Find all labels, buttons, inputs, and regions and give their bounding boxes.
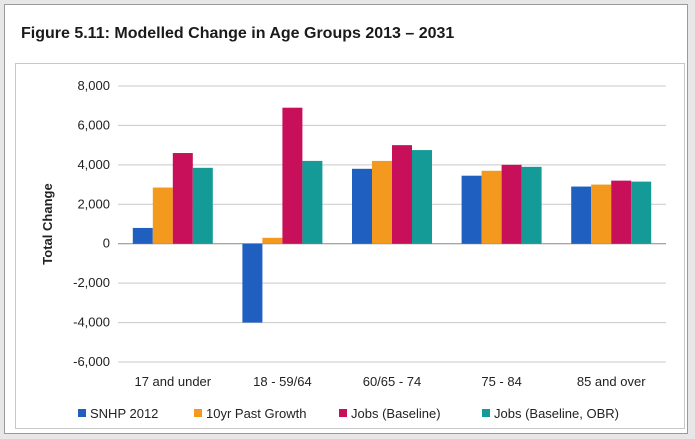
bar-jobs-baseline-obr — [521, 166, 542, 244]
bar-chart: 8,000 6,000 4,000 2,000 0 -2,000 -4,000 -6,000 T… — [40, 78, 666, 421]
bar-jobs-baseline-obr — [192, 167, 213, 244]
x-tick-label: 60/65 - 74 — [363, 374, 422, 389]
legend-label: 10yr Past Growth — [206, 406, 306, 421]
bar-snhp-2012 — [352, 168, 372, 244]
y-tick-label: 0 — [103, 236, 110, 251]
bar-snhp-2012 — [242, 243, 263, 323]
legend-swatch — [194, 409, 202, 417]
bar-jobs-baseline-obr — [631, 181, 652, 244]
bar-jobs-baseline-obr — [302, 160, 323, 244]
x-tick-label: 18 - 59/64 — [253, 374, 312, 389]
legend-label: Jobs (Baseline, OBR) — [494, 406, 619, 421]
bar-10yr-past-growth — [591, 184, 612, 244]
x-tick-label: 75 - 84 — [481, 374, 521, 389]
y-tick-label: 2,000 — [77, 196, 110, 211]
bar-10yr-past-growth — [372, 160, 392, 244]
bar-jobs-baseline — [501, 164, 522, 244]
y-tick-label: 4,000 — [77, 157, 110, 172]
bar-snhp-2012 — [132, 227, 153, 244]
legend-swatch — [78, 409, 86, 417]
bar-jobs-baseline — [172, 153, 193, 244]
legend-swatch — [482, 409, 490, 417]
bar-jobs-baseline-obr — [412, 150, 432, 244]
x-tick-label: 85 and over — [577, 374, 646, 389]
y-tick-label: -6,000 — [73, 354, 110, 369]
x-tick-label: 17 and under — [134, 374, 211, 389]
figure-title: Figure 5.11: Modelled Change in Age Grou… — [21, 25, 455, 42]
figure-frame: Figure 5.11: Modelled Change in Age Grou… — [4, 4, 688, 434]
y-tick-label: 6,000 — [77, 117, 110, 132]
chart-area: 8,000 6,000 4,000 2,000 0 -2,000 -4,000 -6,000 T… — [15, 63, 685, 429]
bar-jobs-baseline — [611, 180, 632, 244]
bar-jobs-baseline — [282, 107, 303, 244]
y-tick-label: -2,000 — [73, 275, 110, 290]
bar-10yr-past-growth — [481, 170, 502, 244]
bar-snhp-2012 — [461, 175, 482, 244]
legend-swatch — [339, 409, 347, 417]
y-tick-label: 8,000 — [77, 78, 110, 93]
bar-jobs-baseline — [392, 145, 412, 244]
legend-label: Jobs (Baseline) — [351, 406, 441, 421]
bar-10yr-past-growth — [152, 187, 173, 244]
y-axis-title: Total Change — [40, 183, 55, 264]
bar-10yr-past-growth — [262, 237, 283, 244]
y-tick-label: -4,000 — [73, 315, 110, 330]
legend-label: SNHP 2012 — [90, 406, 158, 421]
bar-snhp-2012 — [571, 186, 592, 244]
